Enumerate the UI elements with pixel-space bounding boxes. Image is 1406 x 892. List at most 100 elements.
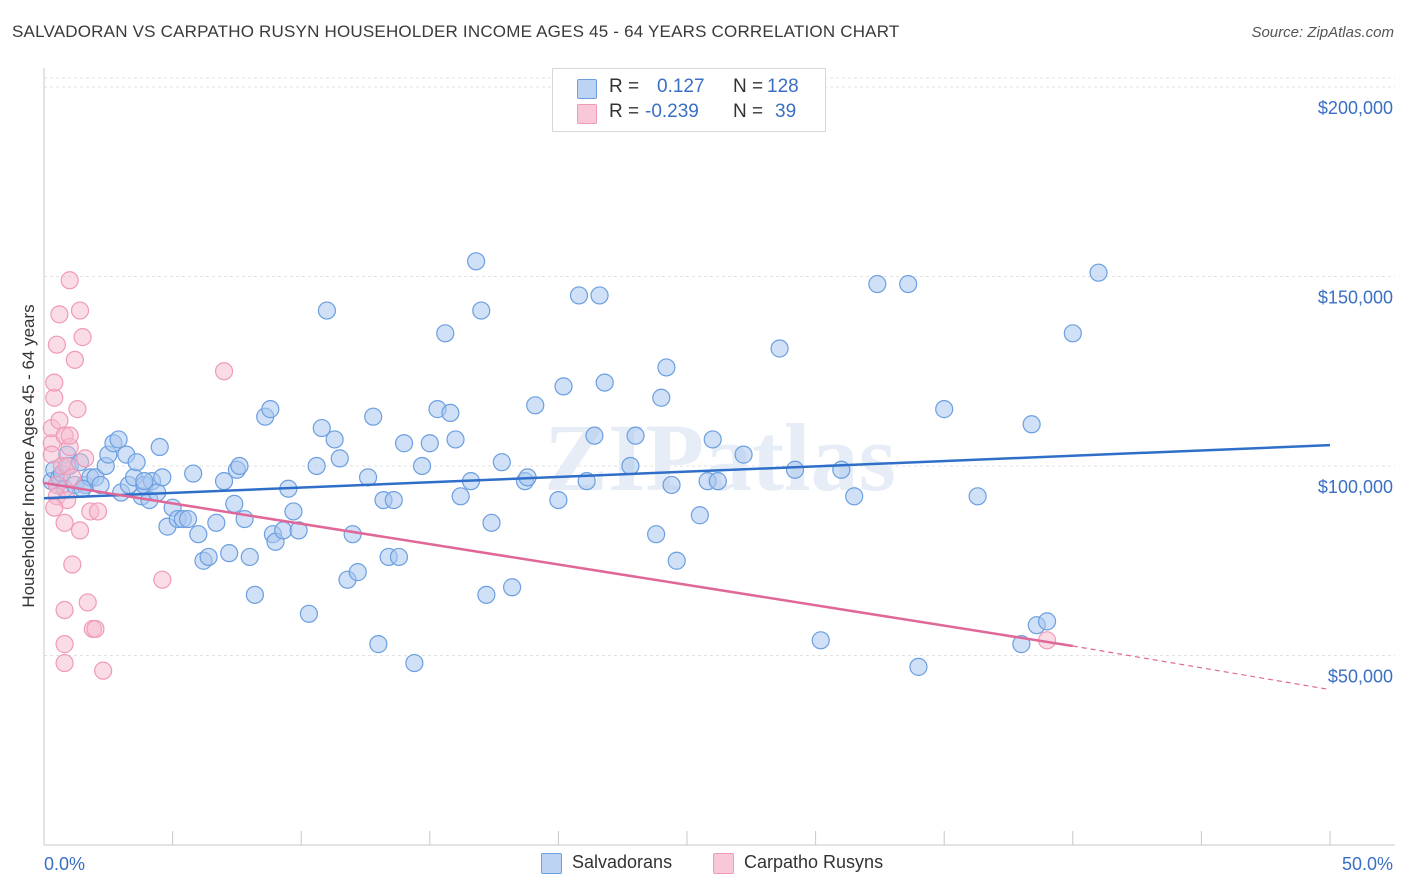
data-point-salvadorans (299, 604, 319, 623)
data-point-salvadorans (482, 513, 501, 532)
chart-source: Source: ZipAtlas.com (1251, 24, 1394, 41)
legend-swatch-pink (577, 104, 597, 124)
data-point-salvadorans (220, 544, 239, 563)
data-point-salvadorans (261, 400, 280, 419)
data-point-salvadorans (590, 286, 609, 305)
data-point-carpatho-rusyns (55, 635, 74, 654)
data-point-salvadorans (358, 468, 378, 487)
data-point-carpatho-rusyns (50, 411, 69, 430)
data-point-carpatho-rusyns (50, 305, 69, 324)
data-point-salvadorans (317, 301, 337, 320)
data-point-salvadorans (968, 487, 987, 506)
data-point-salvadorans (1089, 263, 1108, 282)
y-tick-label: $150,000 (1318, 287, 1393, 307)
data-point-salvadorans (734, 445, 753, 464)
data-point-carpatho-rusyns (86, 619, 105, 639)
data-point-carpatho-rusyns (153, 570, 172, 589)
legend-n-label: N = (733, 76, 764, 97)
data-point-salvadorans (343, 525, 362, 544)
legend-n-value: 128 (767, 76, 799, 97)
data-point-salvadorans (626, 426, 645, 445)
data-point-carpatho-rusyns (60, 271, 79, 290)
data-point-salvadorans (868, 274, 887, 294)
data-point-carpatho-rusyns (88, 502, 108, 521)
data-point-salvadorans (657, 358, 676, 377)
data-point-salvadorans (451, 487, 470, 506)
data-point-salvadorans (621, 456, 640, 476)
data-point-salvadorans (364, 407, 383, 426)
trend-line-carpatho-rusyns-extension (1072, 645, 1331, 691)
data-point-salvadorans (384, 490, 403, 510)
data-point-salvadorans (109, 430, 128, 449)
data-point-salvadorans (585, 426, 604, 445)
data-point-carpatho-rusyns (55, 600, 74, 620)
data-point-salvadorans (312, 418, 331, 438)
data-point-carpatho-rusyns (70, 301, 90, 320)
data-point-salvadorans (845, 487, 864, 506)
legend-swatch-pink (713, 853, 734, 874)
data-point-salvadorans (135, 472, 154, 491)
data-point-salvadorans (348, 563, 367, 582)
legend-swatch-blue (577, 79, 597, 99)
legend-n-value: 39 (775, 101, 797, 122)
data-point-salvadorans (569, 286, 589, 305)
data-point-salvadorans (472, 301, 491, 320)
data-point-salvadorans (369, 635, 388, 654)
data-point-salvadorans (436, 324, 455, 343)
trend-line-carpatho-rusyns (43, 481, 1073, 648)
data-point-salvadorans (91, 475, 110, 495)
data-point-salvadorans (225, 494, 244, 513)
data-point-salvadorans (274, 521, 293, 540)
chart-title: SALVADORAN VS CARPATHO RUSYN HOUSEHOLDER… (12, 22, 900, 41)
data-point-salvadorans (178, 509, 198, 529)
data-point-carpatho-rusyns (45, 373, 64, 392)
y-tick-label: $200,000 (1318, 98, 1393, 118)
data-point-salvadorans (492, 453, 511, 472)
data-point-salvadorans (1022, 415, 1041, 434)
data-point-salvadorans (325, 430, 344, 449)
data-point-salvadorans (595, 373, 614, 392)
legend-r-label: R = (609, 76, 640, 97)
data-point-carpatho-rusyns (65, 350, 84, 369)
data-point-salvadorans (284, 502, 303, 521)
y-axis-label: Householder Income Ages 45 - 64 years (19, 304, 38, 607)
data-point-carpatho-rusyns (94, 661, 113, 680)
data-point-salvadorans (770, 339, 789, 358)
legend-r-value: -0.239 (645, 101, 699, 122)
data-point-salvadorans (503, 578, 522, 597)
data-point-salvadorans (667, 551, 686, 570)
legend-label: Carpatho Rusyns (744, 852, 884, 872)
data-point-salvadorans (207, 513, 226, 532)
data-point-salvadorans (240, 547, 259, 567)
data-point-carpatho-rusyns (76, 449, 95, 468)
data-point-carpatho-rusyns (63, 468, 82, 487)
data-point-carpatho-rusyns (70, 521, 90, 540)
data-point-salvadorans (690, 506, 709, 525)
data-point-salvadorans (289, 521, 308, 540)
data-point-salvadorans (153, 468, 172, 487)
data-point-salvadorans (230, 456, 249, 476)
data-point-salvadorans (446, 430, 465, 449)
data-point-salvadorans (127, 453, 146, 472)
y-tick-label: $100,000 (1318, 477, 1393, 497)
data-point-salvadorans (1012, 635, 1031, 654)
data-point-salvadorans (703, 430, 722, 449)
data-point-carpatho-rusyns (60, 426, 79, 445)
y-tick-label: $50,000 (1328, 666, 1393, 686)
legend-r-label: R = (609, 101, 640, 122)
data-point-carpatho-rusyns (63, 555, 82, 574)
data-point-salvadorans (647, 525, 666, 544)
data-point-carpatho-rusyns (45, 388, 64, 407)
data-point-salvadorans (899, 274, 918, 294)
data-point-salvadorans (526, 396, 545, 415)
data-point-salvadorans (184, 464, 203, 483)
trend-line-salvadorans (43, 443, 1331, 500)
x-tick-label: 0.0% (44, 854, 85, 874)
data-point-salvadorans (420, 434, 439, 453)
data-point-carpatho-rusyns (68, 400, 87, 419)
data-point-salvadorans (330, 449, 349, 468)
data-point-salvadorans (811, 631, 830, 650)
data-point-salvadorans (909, 657, 928, 676)
data-point-salvadorans (150, 437, 169, 457)
